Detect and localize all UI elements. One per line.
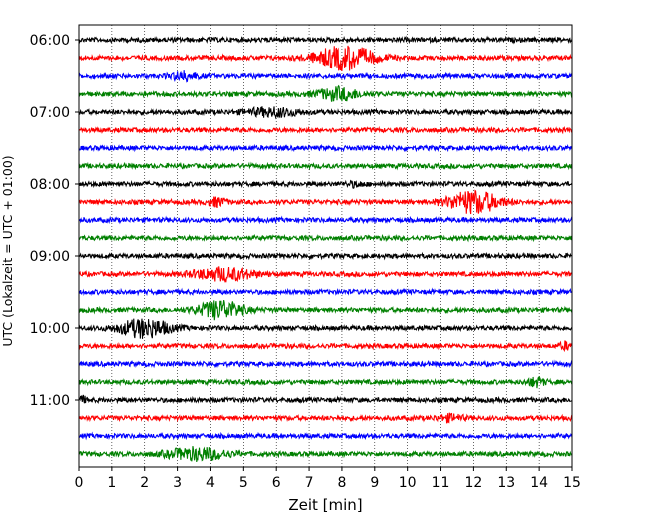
trace-line [78,359,573,369]
x-tick-label: 8 [337,475,346,491]
trace-line [78,189,573,215]
x-tick-label: 0 [75,475,84,491]
x-tick-label: 10 [399,475,417,491]
y-tick-label: 11:00 [30,393,70,409]
x-tick-label: 3 [173,475,182,491]
x-tick-label: 9 [370,475,379,491]
trace-line [78,412,573,424]
x-tick-label: 11 [432,475,450,491]
trace-line [78,266,573,283]
trace-line [78,125,573,135]
x-tick-label: 13 [497,475,515,491]
trace-line [78,251,573,261]
trace-line [78,287,573,297]
x-axis-ticks: 0 1 2 3 4 5 6 7 8 9 10 11 12 13 14 15 [75,467,581,491]
trace-line [78,394,573,405]
y-tick-label: 06:00 [30,33,70,49]
x-tick-label: 1 [107,475,116,491]
y-tick-label: 10:00 [30,321,70,337]
trace-line [78,300,573,321]
x-tick-label: 4 [206,475,215,491]
trace-line [78,45,573,72]
trace-line [78,431,573,441]
trace-line [78,70,573,83]
y-axis-title: UTC (Lokalzeit = UTC + 01:00) [0,155,15,346]
seismogram-traces [78,35,573,463]
trace-line [78,446,573,463]
y-tick-label: 07:00 [30,105,70,121]
plot-frame [78,24,573,468]
y-tick-label: 08:00 [30,177,70,193]
x-tick-label: 14 [530,475,548,491]
trace-line [78,340,573,353]
trace-line [78,375,573,389]
y-axis-ticks: 06:00 07:00 08:00 09:00 10:00 11:00 [30,33,79,409]
x-tick-label: 15 [563,475,581,491]
trace-line [78,35,573,45]
x-tick-label: 7 [305,475,314,491]
trace-line [78,84,573,102]
x-tick-label: 2 [140,475,149,491]
trace-line [78,161,573,171]
x-tick-label: 12 [464,475,482,491]
x-tick-label: 6 [272,475,281,491]
trace-line [78,143,573,153]
trace-line [78,215,573,225]
trace-line [78,233,573,243]
trace-line [78,318,573,339]
x-axis-title: Zeit [min] [288,496,362,514]
x-tick-label: 5 [239,475,248,491]
trace-line [78,105,573,120]
trace-line [78,179,573,189]
y-tick-label: 09:00 [30,249,70,265]
